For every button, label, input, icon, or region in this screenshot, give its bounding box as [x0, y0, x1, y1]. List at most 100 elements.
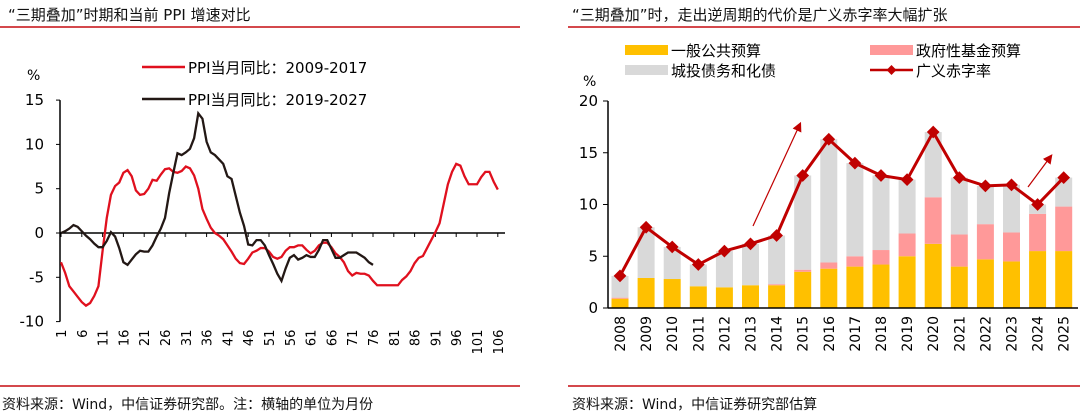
- bar-2-2016: [820, 262, 838, 269]
- bar-2-2017: [846, 256, 864, 267]
- x-tick-label: 56: [284, 330, 299, 347]
- x-tick-label: 2023: [1005, 316, 1021, 352]
- bar-2-2020: [924, 197, 942, 244]
- y-tick-label: 20: [579, 92, 598, 110]
- bar-2-2022: [976, 224, 994, 260]
- bar-3-2022: [976, 185, 994, 225]
- bar-3-2017: [846, 163, 864, 257]
- x-tick-label: 61: [305, 330, 320, 347]
- legend-swatch: [625, 65, 668, 75]
- bar-1-2022: [976, 259, 994, 308]
- bar-3-2014: [768, 235, 786, 285]
- x-tick-label: 2018: [874, 316, 890, 352]
- bar-3-2018: [872, 175, 890, 251]
- x-tick-label: 2012: [717, 316, 733, 352]
- bar-1-2011: [689, 286, 707, 308]
- bar-2-2023: [1003, 232, 1020, 262]
- bar-1-2020: [924, 243, 942, 308]
- y-tick-label: 5: [34, 180, 44, 198]
- x-tick-label: 21: [138, 330, 153, 347]
- x-tick-label: 2021: [952, 316, 968, 352]
- x-tick-label: 16: [117, 330, 132, 347]
- bar-1-2017: [846, 266, 864, 308]
- bar-1-2023: [1003, 261, 1020, 308]
- x-tick-label: 1: [55, 330, 70, 338]
- y-tick-label: 10: [25, 135, 44, 153]
- bar-3-2015: [794, 175, 812, 270]
- bar-2-2015: [794, 269, 812, 272]
- bar-3-2021: [950, 177, 968, 235]
- y-axis-unit: %: [27, 68, 40, 84]
- bar-3-2008: [611, 275, 629, 298]
- x-tick-label: 2019: [900, 316, 916, 352]
- left-title-divider: [0, 26, 520, 28]
- bar-2-2014: [768, 284, 786, 286]
- x-tick-label: 46: [242, 330, 257, 347]
- x-tick-label: 91: [429, 330, 444, 347]
- x-tick-label: 106: [492, 330, 507, 355]
- legend-label: 一般公共预算: [671, 42, 761, 60]
- bar-1-2014: [768, 285, 786, 308]
- x-tick-label: 2008: [613, 316, 629, 352]
- legend-label: 城投债务和化债: [671, 62, 776, 80]
- bar-3-2019: [898, 179, 916, 234]
- bar-1-2021: [950, 266, 968, 308]
- trend-arrow-2015: [752, 121, 802, 227]
- x-tick-label: 11: [97, 330, 112, 347]
- x-tick-label: 2017: [848, 316, 864, 352]
- bar-3-2020: [924, 132, 942, 198]
- bar-3-2023: [1003, 184, 1020, 233]
- y-tick-label: 15: [579, 144, 598, 162]
- x-tick-label: 66: [325, 330, 340, 347]
- x-tick-label: 71: [346, 330, 361, 347]
- x-tick-label: 2020: [926, 316, 942, 352]
- right-title-divider: [568, 26, 1080, 28]
- bar-2-2025: [1055, 206, 1073, 252]
- bar-1-2009: [637, 277, 655, 308]
- bar-2-2024: [1029, 213, 1047, 252]
- y-axis-unit: %: [583, 74, 596, 90]
- bar-1-2025: [1055, 251, 1073, 308]
- legend-swatch: [870, 45, 913, 55]
- x-tick-label: 2015: [796, 316, 812, 352]
- legend-swatch: [625, 45, 668, 55]
- left-source-divider: [0, 385, 520, 387]
- trend-arrow-2024: [1027, 154, 1053, 188]
- y-tick-label: 15: [25, 91, 44, 109]
- series-line-1: [59, 162, 499, 308]
- legend-label: PPI当月同比：2009-2017: [188, 59, 367, 77]
- bar-3-2009: [637, 227, 655, 278]
- x-tick-label: 6: [76, 330, 91, 338]
- y-tick-label: -5: [29, 268, 44, 286]
- x-tick-label: 2016: [822, 316, 838, 352]
- deficit-rate-line: [618, 128, 1065, 277]
- bar-3-2025: [1055, 177, 1073, 207]
- y-tick-label: 0: [588, 299, 598, 317]
- y-tick-label: 10: [579, 196, 598, 214]
- y-tick-label: -10: [20, 313, 45, 331]
- bar-1-2024: [1029, 251, 1047, 308]
- series-line-2: [60, 110, 374, 284]
- x-tick-label: 2024: [1031, 316, 1047, 352]
- bar-2-2018: [872, 250, 890, 265]
- x-tick-label: 81: [388, 330, 403, 347]
- bar-1-2010: [663, 279, 681, 308]
- x-tick-label: 31: [180, 330, 195, 347]
- legend-label: 广义赤字率: [916, 62, 991, 80]
- bar-2-2008: [611, 297, 629, 299]
- legend-label: PPI当月同比：2019-2027: [188, 91, 367, 109]
- bar-1-2012: [715, 287, 733, 308]
- bar-3-2010: [663, 246, 681, 280]
- x-tick-label: 2013: [744, 316, 760, 352]
- x-tick-label: 2014: [770, 316, 786, 352]
- x-tick-label: 2022: [978, 316, 994, 352]
- bar-1-2015: [794, 271, 812, 308]
- bar-2-2019: [898, 233, 916, 257]
- x-tick-label: 101: [471, 330, 486, 355]
- bar-1-2008: [611, 298, 629, 308]
- right-chart-title: “三期叠加”时，走出逆周期的代价是广义赤字率大幅扩张: [572, 6, 948, 24]
- bar-1-2019: [898, 256, 916, 308]
- x-tick-label: 2010: [665, 316, 681, 352]
- x-tick-label: 2009: [639, 316, 655, 352]
